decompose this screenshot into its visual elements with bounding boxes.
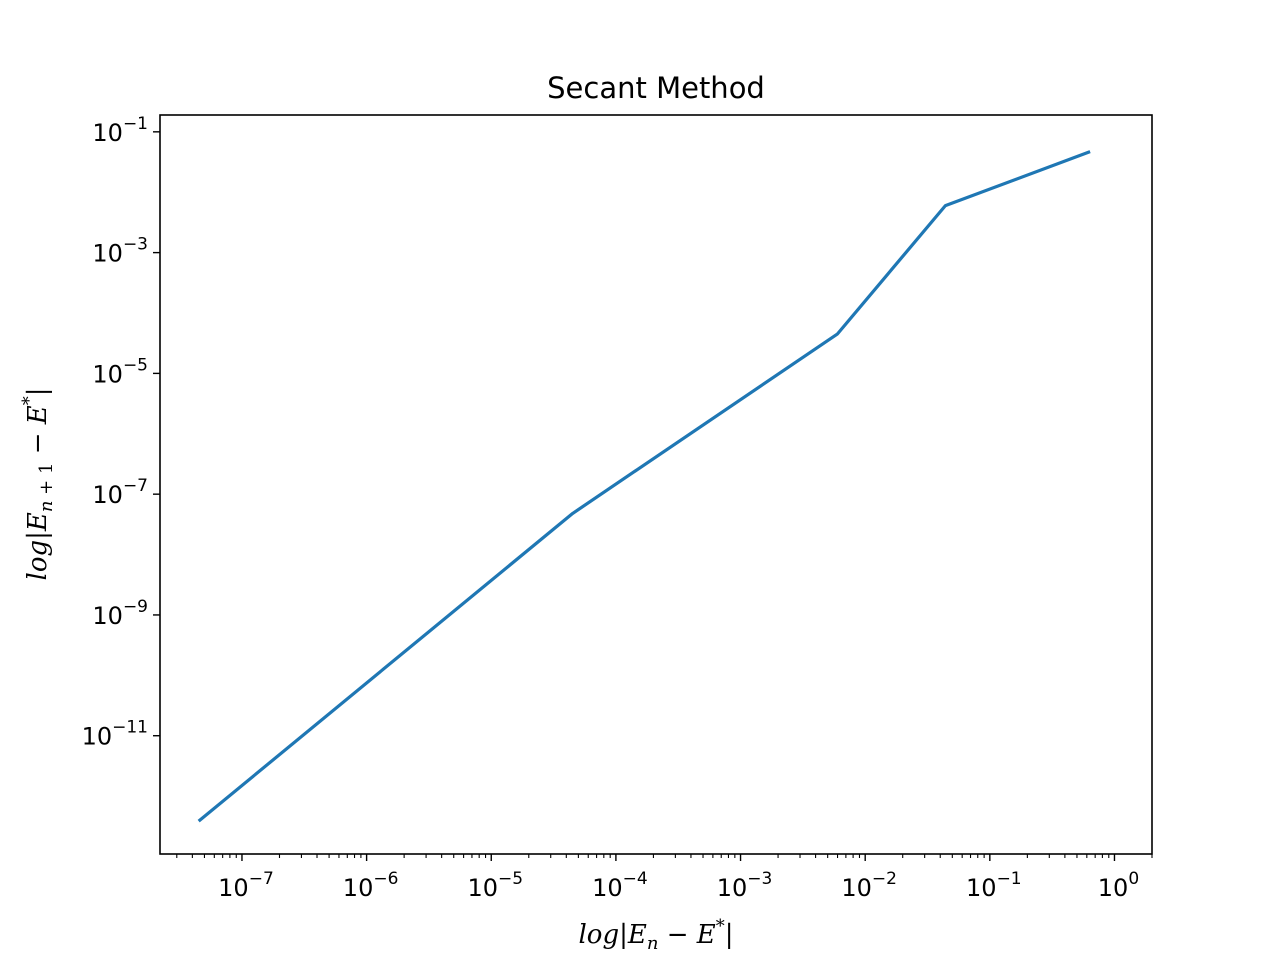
y-tick-label: 10−1 (92, 114, 148, 147)
x-tick-label: 10−6 (343, 869, 399, 902)
y-tick-label: 10−3 (92, 235, 148, 268)
x-tick-label: 10−5 (467, 869, 523, 902)
series-group (197, 150, 1091, 823)
x-tick-label: 10−2 (841, 869, 897, 902)
series-line-0 (197, 150, 1091, 823)
x-tick-label: 100 (1098, 869, 1139, 902)
x-tick-label: 10−3 (717, 869, 773, 902)
y-tick-label: 10−5 (92, 355, 148, 388)
x-axis-ticks: 10−7 10−6 10−5 10−4 10−3 10−2 10−1 100 (218, 854, 1139, 902)
x-tick-label: 10−4 (592, 869, 648, 902)
x-axis-label: log|En − E*| (578, 916, 733, 954)
x-tick-label: 10−1 (966, 869, 1022, 902)
chart-title: Secant Method (547, 71, 765, 105)
y-tick-label: 10−7 (92, 476, 148, 509)
y-tick-label: 10−9 (92, 597, 148, 630)
plot-frame (159, 114, 1153, 855)
y-axis-ticks: 10−11 10−9 10−7 10−5 10−3 10−1 (82, 114, 160, 751)
y-tick-label: 10−11 (82, 718, 148, 751)
y-axis-label: log|En + 1 − E*| (19, 388, 57, 581)
plot-area: 10−7 10−6 10−5 10−4 10−3 10−2 10−1 100 10−1110−… (82, 114, 1153, 902)
x-tick-label: 10−7 (218, 869, 274, 902)
